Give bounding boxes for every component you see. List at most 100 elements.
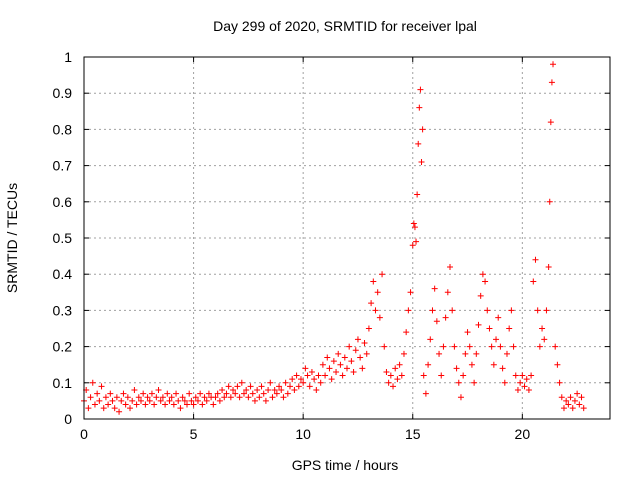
axis-ticks: 0 5 10 15 20 0 0.1 0.2 0.3 0.4 0.5 0.6 0.7 0.8 0.9 1: [53, 49, 610, 442]
data-point: [560, 405, 567, 412]
data-point: [315, 372, 322, 379]
data-point: [440, 343, 447, 350]
data-point: [447, 263, 454, 270]
data-point: [89, 379, 96, 386]
data-point: [137, 397, 144, 404]
data-point: [546, 198, 553, 205]
data-point: [140, 390, 147, 397]
data-point: [328, 376, 335, 383]
data-point: [565, 401, 572, 408]
data-point: [484, 307, 491, 314]
data-point: [567, 394, 574, 401]
data-point: [543, 307, 550, 314]
data-point: [146, 397, 153, 404]
data-point: [419, 126, 426, 133]
data-point: [289, 376, 296, 383]
data-point: [91, 401, 98, 408]
data-point: [354, 336, 361, 343]
data-point: [471, 379, 478, 386]
data-point: [116, 408, 123, 415]
data-point: [339, 372, 346, 379]
data-point: [420, 372, 427, 379]
data-point: [157, 397, 164, 404]
data-point: [234, 383, 241, 390]
y-tick-label: 0.7: [53, 158, 73, 174]
data-point: [166, 397, 173, 404]
data-point: [111, 405, 118, 412]
data-point: [245, 394, 252, 401]
data-points: [81, 61, 587, 415]
y-tick-label: 1: [64, 49, 72, 65]
data-point: [256, 394, 263, 401]
data-point: [205, 390, 212, 397]
data-point: [501, 379, 508, 386]
data-point: [219, 387, 226, 394]
data-point: [100, 405, 107, 412]
x-tick-label: 5: [190, 426, 198, 442]
data-point: [403, 329, 410, 336]
data-point: [135, 394, 142, 401]
x-tick-label: 10: [295, 426, 311, 442]
y-tick-label: 0.1: [53, 375, 73, 391]
data-point: [330, 358, 337, 365]
data-point: [359, 365, 366, 372]
data-point: [499, 365, 506, 372]
data-point: [94, 390, 101, 397]
data-point: [414, 191, 421, 198]
y-tick-label: 0.4: [53, 266, 73, 282]
data-point: [466, 343, 473, 350]
data-point: [258, 383, 265, 390]
data-point: [262, 397, 269, 404]
data-point: [390, 383, 397, 390]
data-point: [282, 379, 289, 386]
data-point: [151, 401, 158, 408]
data-point: [214, 390, 221, 397]
data-point: [361, 339, 368, 346]
data-point: [129, 397, 136, 404]
data-point: [322, 372, 329, 379]
data-point: [162, 401, 169, 408]
data-point: [319, 361, 326, 368]
data-point: [265, 387, 272, 394]
data-point: [578, 394, 585, 401]
data-point: [107, 390, 114, 397]
data-point: [173, 390, 180, 397]
data-point: [512, 372, 519, 379]
data-point: [240, 390, 247, 397]
x-tick-label: 20: [515, 426, 531, 442]
y-tick-label: 0.5: [53, 230, 73, 246]
data-point: [194, 397, 201, 404]
data-point: [131, 387, 138, 394]
data-point: [278, 387, 285, 394]
data-point: [295, 383, 302, 390]
data-point: [276, 383, 283, 390]
data-point: [545, 263, 552, 270]
data-point: [357, 354, 364, 361]
data-point: [415, 140, 422, 147]
data-point: [177, 405, 184, 412]
data-point: [212, 394, 219, 401]
data-point: [87, 394, 94, 401]
data-point: [433, 318, 440, 325]
data-point: [517, 379, 524, 386]
y-tick-label: 0.9: [53, 85, 73, 101]
data-point: [118, 397, 125, 404]
data-point: [376, 314, 383, 321]
x-tick-label: 0: [80, 426, 88, 442]
data-point: [455, 379, 462, 386]
y-tick-label: 0.8: [53, 121, 73, 137]
data-point: [216, 397, 223, 404]
data-point: [411, 224, 418, 231]
data-point: [488, 343, 495, 350]
data-point: [387, 372, 394, 379]
data-point: [273, 390, 280, 397]
data-point: [269, 394, 276, 401]
data-point: [170, 401, 177, 408]
data-point: [238, 379, 245, 386]
data-point: [548, 79, 555, 86]
data-point: [344, 365, 350, 372]
data-point: [304, 372, 311, 379]
data-point: [530, 278, 537, 285]
y-tick-label: 0.2: [53, 339, 73, 355]
x-axis-label: GPS time / hours: [292, 457, 399, 473]
